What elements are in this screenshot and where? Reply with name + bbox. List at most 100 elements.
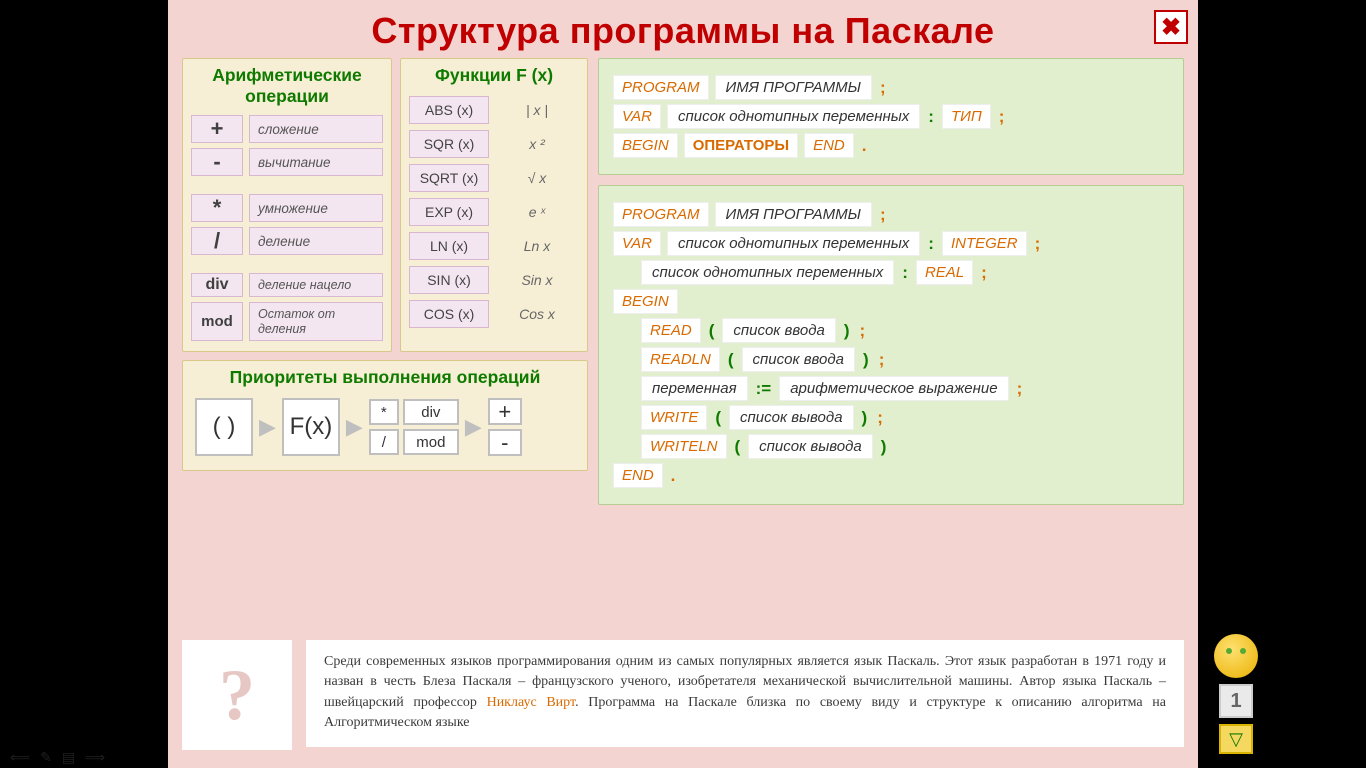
functions-panel: Функции F (x) ABS (x)| x | SQR (x) x ² SQ… [400, 58, 588, 352]
punct-lpar: ( [733, 437, 743, 457]
stage: Структура программы на Паскале ✖ Арифмет… [0, 0, 1366, 768]
priority-flow: ( ) ▶ F(x) ▶ * div / mod ▶ + [183, 394, 587, 460]
punct-colon: : [926, 107, 936, 127]
kw-program: PROGRAM [613, 202, 709, 227]
punct-semi: ; [877, 350, 887, 370]
priority-header: Приоритеты выполнения операций [183, 361, 587, 394]
punct-colon: : [900, 263, 910, 283]
punct-rpar: ) [879, 437, 889, 457]
code-line: BEGIN [613, 289, 1169, 314]
punct-semi: ; [878, 205, 888, 225]
punct-rpar: ) [842, 321, 852, 341]
nav-prev-icon[interactable]: ⟸ [10, 749, 30, 766]
code-line: переменная := арифметическое выражение ; [613, 376, 1169, 401]
nav-down-button[interactable]: ▽ [1219, 724, 1253, 754]
chevron-down-icon: ▽ [1229, 729, 1243, 750]
code-line: END . [613, 463, 1169, 488]
func-name: SQR (x) [409, 130, 489, 158]
func-meaning: | x | [495, 102, 579, 118]
arrow-icon: ▶ [346, 414, 363, 440]
nav-grid-icon[interactable]: ▤ [62, 749, 75, 766]
arith-name: умножение [249, 194, 383, 222]
priority-op: / [369, 429, 399, 455]
priority-box-parens: ( ) [195, 398, 253, 456]
arith-name: деление [249, 227, 383, 255]
arithmetic-panel: Арифметические операции +сложение -вычит… [182, 58, 392, 352]
val-program-name: ИМЯ ПРОГРАММЫ [715, 202, 872, 227]
func-row: ABS (x)| x | [409, 96, 579, 124]
bottom-row: ? Среди современных языков программирова… [182, 640, 1184, 750]
func-row: SQRT (x)√ x [409, 164, 579, 192]
code-line: WRITELN ( список вывода ) [613, 434, 1169, 459]
functions-rows: ABS (x)| x | SQR (x)x ² SQRT (x)√ x EXP … [401, 92, 587, 332]
viewer-nav: ⟸ ✎ ▤ ⟹ [10, 749, 105, 766]
arith-name: вычитание [249, 148, 383, 176]
punct-semi: ; [979, 263, 989, 283]
kw-end: END [613, 463, 663, 488]
arith-symbol: mod [191, 302, 243, 341]
functions-header: Функции F (x) [401, 59, 587, 92]
code-line: WRITE ( список вывода ) ; [613, 405, 1169, 430]
kw-begin: BEGIN [613, 289, 678, 314]
code-line: READ ( список ввода ) ; [613, 318, 1169, 343]
func-row: COS (x)Cos x [409, 300, 579, 328]
arith-name: Остаток от деления [249, 302, 383, 341]
right-sidebar-controls: 1 ▽ [1206, 634, 1266, 754]
left-top-columns: Арифметические операции +сложение -вычит… [182, 58, 588, 352]
arithmetic-rows: +сложение -вычитание *умножение /деление… [183, 113, 391, 343]
func-meaning: x ² [495, 136, 579, 152]
code-line: PROGRAM ИМЯ ПРОГРАММЫ ; [613, 202, 1169, 227]
priority-op: + [488, 398, 522, 425]
page-title: Структура программы на Паскале [168, 0, 1198, 58]
punct-rpar: ) [860, 408, 870, 428]
punct-semi: ; [878, 78, 888, 98]
kw-readln: READLN [641, 347, 720, 372]
punct-semi: ; [858, 321, 868, 341]
val-output-list: список вывода [748, 434, 873, 459]
code-line: VAR список однотипных переменных : INTEG… [613, 231, 1169, 256]
content-row: Арифметические операции +сложение -вычит… [168, 58, 1198, 505]
punct-lpar: ( [713, 408, 723, 428]
kw-real: REAL [916, 260, 973, 285]
punct-assign: := [754, 379, 774, 399]
priority-muldiv-group: * div / mod [369, 399, 459, 455]
close-button[interactable]: ✖ [1154, 10, 1188, 44]
arith-row: /деление [191, 227, 383, 255]
punct-lpar: ( [707, 321, 717, 341]
punct-rpar: ) [861, 350, 871, 370]
arithmetic-header: Арифметические операции [183, 59, 391, 113]
kw-end: END [804, 133, 854, 158]
priority-panel: Приоритеты выполнения операций ( ) ▶ F(x… [182, 360, 588, 471]
kw-program: PROGRAM [613, 75, 709, 100]
arith-row: -вычитание [191, 148, 383, 176]
slide: Структура программы на Паскале ✖ Арифмет… [168, 0, 1198, 768]
arith-symbol: + [191, 115, 243, 143]
nav-next-icon[interactable]: ⟹ [85, 749, 105, 766]
help-button[interactable]: ? [182, 640, 292, 750]
priority-op: div [403, 399, 459, 425]
priority-box-func: F(x) [282, 398, 340, 456]
func-name: SIN (x) [409, 266, 489, 294]
arith-row: divделение нацело [191, 273, 383, 297]
func-meaning: Ln x [495, 238, 579, 254]
code-line: PROGRAM ИМЯ ПРОГРАММЫ ; [613, 75, 1169, 100]
kw-type: ТИП [942, 104, 991, 129]
kw-begin: BEGIN [613, 133, 678, 158]
arrow-icon: ▶ [259, 414, 276, 440]
kw-write: WRITE [641, 405, 707, 430]
program-full-panel: PROGRAM ИМЯ ПРОГРАММЫ ; VAR список однот… [598, 185, 1184, 505]
func-row: SIN (x)Sin x [409, 266, 579, 294]
nav-pen-icon[interactable]: ✎ [40, 749, 52, 766]
arith-row: *умножение [191, 194, 383, 222]
func-name: LN (x) [409, 232, 489, 260]
kw-var: VAR [613, 231, 661, 256]
val-var-list: список однотипных переменных [641, 260, 894, 285]
val-input-list: список ввода [742, 347, 856, 372]
func-row: SQR (x) x ² [409, 130, 579, 158]
func-meaning: e ˣ [495, 204, 579, 220]
punct-semi: ; [997, 107, 1007, 127]
kw-writeln: WRITELN [641, 434, 727, 459]
right-column: PROGRAM ИМЯ ПРОГРАММЫ ; VAR список однот… [598, 58, 1184, 505]
arith-symbol: * [191, 194, 243, 222]
arith-row: +сложение [191, 115, 383, 143]
